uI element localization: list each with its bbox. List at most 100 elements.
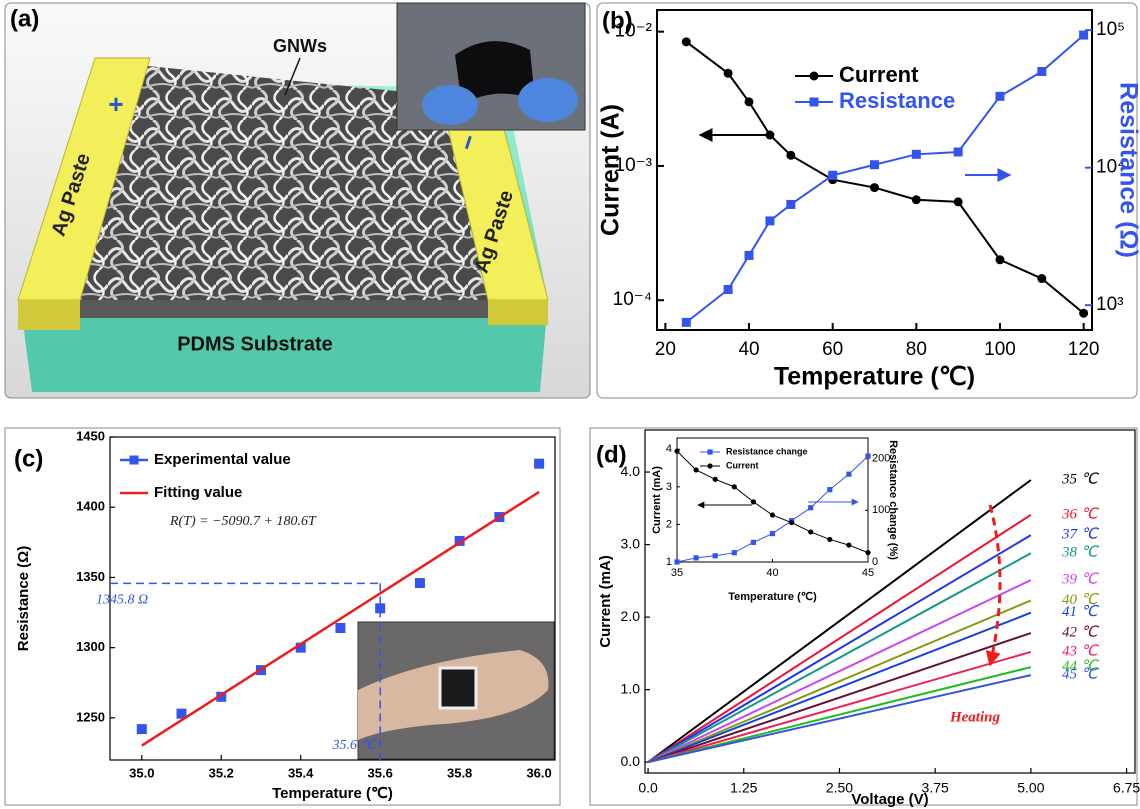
panel-label: (d) bbox=[596, 441, 627, 468]
marker bbox=[745, 97, 754, 106]
legend-marker bbox=[810, 72, 819, 81]
y-tick-label: 1400 bbox=[76, 499, 105, 514]
marker bbox=[682, 37, 691, 46]
series-label: 38 ℃ bbox=[1061, 545, 1100, 561]
marker bbox=[954, 147, 963, 156]
x-tick-label: 40 bbox=[766, 567, 778, 579]
x-tick-label: 35 bbox=[671, 567, 683, 579]
right-electrode-front bbox=[488, 300, 548, 325]
reference-label: 1345.8 Ω bbox=[96, 593, 148, 608]
mesh-label: GNWs bbox=[273, 36, 327, 56]
x-axis-label: Temperature (℃) bbox=[774, 363, 975, 391]
x-axis-label: Temperature (℃) bbox=[728, 591, 817, 603]
legend-marker bbox=[707, 463, 712, 468]
marker bbox=[1037, 274, 1046, 283]
marker bbox=[786, 200, 795, 209]
marker bbox=[786, 151, 795, 160]
legend-marker bbox=[707, 449, 712, 454]
marker bbox=[1079, 309, 1088, 318]
legend-label: Fitting value bbox=[154, 484, 242, 501]
marker bbox=[827, 487, 832, 492]
marker bbox=[954, 197, 963, 206]
marker bbox=[751, 499, 756, 504]
y-tick-label: 4 bbox=[666, 443, 672, 455]
legend-label: Experimental value bbox=[154, 451, 291, 468]
marker bbox=[808, 505, 813, 510]
substrate-label: PDMS Substrate bbox=[177, 333, 333, 355]
marker bbox=[865, 453, 870, 458]
x-tick-label: 45 bbox=[862, 567, 874, 579]
x-tick-label: 120 bbox=[1068, 339, 1100, 360]
x-tick-label: 80 bbox=[906, 339, 927, 360]
x-tick-label: 0.0 bbox=[638, 780, 658, 796]
y-axis-label: Current (A) bbox=[597, 104, 625, 236]
marker bbox=[137, 724, 147, 734]
legend-label: Current bbox=[839, 62, 919, 87]
marker bbox=[415, 578, 425, 588]
y-tick-label: 10⁻⁴ bbox=[613, 289, 652, 310]
x-tick-label: 35.8 bbox=[447, 765, 472, 780]
y-tick-label: 1350 bbox=[76, 569, 105, 584]
y-tick-label: 1250 bbox=[76, 709, 105, 724]
marker bbox=[846, 542, 851, 547]
y2-axis-label: Resistance change (%) bbox=[887, 440, 899, 560]
y2-tick-label: 10³ bbox=[1096, 294, 1123, 315]
y-tick-label: 2.0 bbox=[621, 608, 641, 624]
figure: Ag Paste + Ag Paste − GNWs PDMS Substrat… bbox=[0, 0, 1140, 809]
x-tick-label: 60 bbox=[822, 339, 843, 360]
y-axis-label: Current (mA) bbox=[597, 555, 614, 648]
marker bbox=[732, 484, 737, 489]
annotation: Heating bbox=[949, 709, 1001, 725]
marker bbox=[808, 529, 813, 534]
marker bbox=[995, 92, 1004, 101]
left-electrode-front bbox=[18, 300, 80, 330]
legend-marker bbox=[130, 456, 139, 465]
x-axis-label: Temperature (℃) bbox=[272, 785, 393, 802]
marker bbox=[751, 540, 756, 545]
marker bbox=[846, 472, 851, 477]
reference-label: 35.6 ℃ bbox=[331, 738, 378, 753]
marker bbox=[1037, 67, 1046, 76]
x-tick-label: 6.75 bbox=[1113, 780, 1140, 796]
series-label: 45 ℃ bbox=[1062, 667, 1100, 683]
electrode-sign: + bbox=[108, 89, 123, 119]
panel-label: (c) bbox=[14, 445, 43, 472]
marker bbox=[674, 449, 679, 454]
legend-label: Resistance change bbox=[726, 446, 808, 456]
series-label: 36 ℃ bbox=[1061, 506, 1100, 522]
legend-label: Current bbox=[726, 460, 759, 470]
mesh-edge bbox=[80, 300, 490, 318]
marker bbox=[995, 255, 1004, 264]
x-tick-label: 35.6 bbox=[368, 765, 393, 780]
marker bbox=[713, 477, 718, 482]
series-label: 37 ℃ bbox=[1061, 527, 1100, 543]
marker bbox=[770, 512, 775, 517]
y-tick-label: 1 bbox=[666, 556, 672, 568]
y-tick-label: 1300 bbox=[76, 639, 105, 654]
x-tick-label: 1.25 bbox=[730, 780, 757, 796]
marker bbox=[870, 160, 879, 169]
marker bbox=[912, 150, 921, 159]
marker bbox=[694, 555, 699, 560]
plot-frame bbox=[677, 438, 868, 562]
y-tick-label: 3.0 bbox=[621, 535, 641, 551]
y-tick-label: 1450 bbox=[76, 428, 105, 443]
y2-axis-label: Resistance (Ω) bbox=[1114, 82, 1140, 258]
photo-glove bbox=[518, 78, 578, 122]
marker bbox=[865, 550, 870, 555]
marker bbox=[770, 531, 775, 536]
x-axis-label: Voltage (V) bbox=[851, 791, 928, 808]
x-tick-label: 20 bbox=[655, 339, 676, 360]
marker bbox=[713, 553, 718, 558]
y-tick-label: 3 bbox=[666, 481, 672, 493]
y-axis-label: Current (mA) bbox=[651, 466, 663, 534]
marker bbox=[732, 550, 737, 555]
panel-a: Ag Paste + Ag Paste − GNWs PDMS Substrat… bbox=[5, 3, 590, 398]
x-tick-label: 35.2 bbox=[209, 765, 234, 780]
series-label: 39 ℃ bbox=[1061, 572, 1100, 588]
marker bbox=[694, 467, 699, 472]
series-label: 35 ℃ bbox=[1061, 471, 1100, 487]
marker bbox=[912, 195, 921, 204]
marker bbox=[674, 559, 679, 564]
panel-label: (a) bbox=[10, 5, 39, 32]
